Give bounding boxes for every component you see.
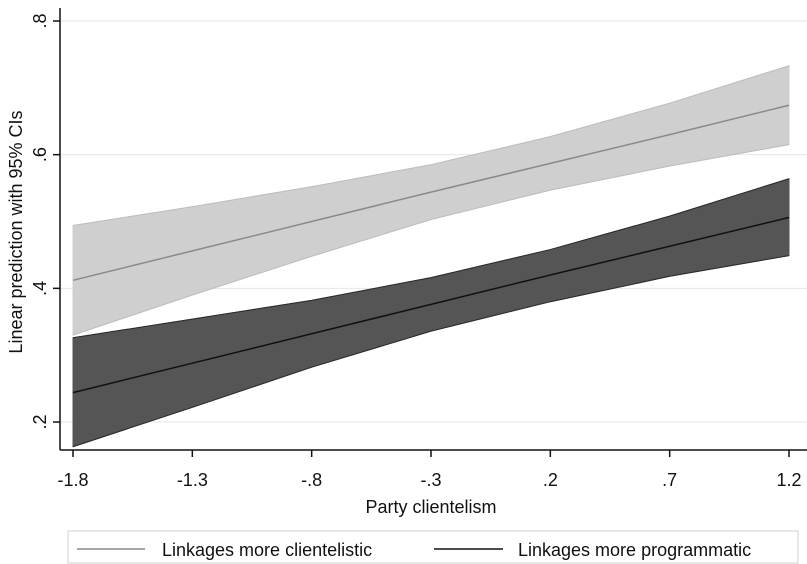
x-tick-label-1: -1.3: [177, 470, 208, 490]
y-tick-label-2: .6: [30, 147, 50, 162]
y-axis-label: Linear prediction with 95% CIs: [6, 110, 26, 353]
legend-label-clientelistic: Linkages more clientelistic: [162, 540, 372, 560]
ci-upper-edge-series-0: [72, 65, 790, 227]
series-line-0: [72, 104, 790, 282]
ci-lower-edge-series-0: [72, 144, 790, 336]
series-line-1: [72, 216, 790, 394]
ci-lower-edge-series-1: [72, 255, 790, 448]
series-lines: [72, 104, 790, 394]
y-tick-label-3: .8: [30, 13, 50, 28]
legend-label-programmatic: Linkages more programmatic: [518, 540, 751, 560]
ci-upper-edge-series-1: [72, 178, 790, 339]
x-tick-label-6: 1.2: [776, 470, 801, 490]
y-tick-label-1: .4: [30, 281, 50, 296]
x-tick-label-3: -.3: [420, 470, 441, 490]
legend-box: [67, 530, 799, 564]
x-tick-label-4: .2: [543, 470, 558, 490]
x-axis-label: Party clientelism: [365, 497, 496, 517]
x-tick-label-5: .7: [662, 470, 677, 490]
x-tick-label-0: -1.8: [57, 470, 88, 490]
legend: Linkages more clientelistic Linkages mor…: [67, 530, 799, 564]
axes: .2 .4 .6 .8 -1.8 -1.3 -.8 -.3 .2 .7 1.2: [30, 8, 807, 490]
x-tick-label-2: -.8: [301, 470, 322, 490]
y-tick-label-0: .2: [30, 414, 50, 429]
ci-bands: [72, 65, 790, 448]
